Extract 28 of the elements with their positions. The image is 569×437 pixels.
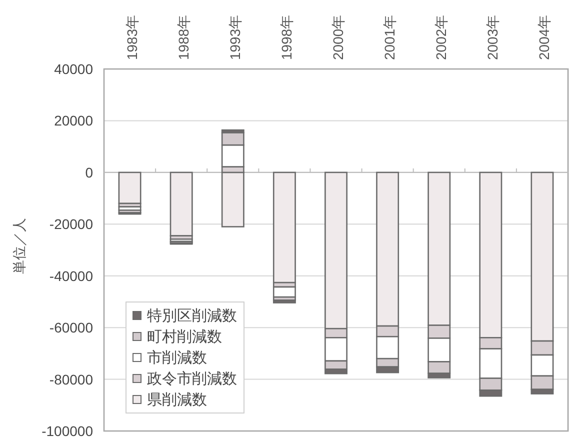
y-tick-label: -100000	[42, 423, 94, 437]
y-tick-label: -80000	[49, 371, 94, 388]
x-tick-label: 1993年	[226, 14, 243, 60]
y-tick-label: 0	[85, 164, 94, 180]
bar	[272, 172, 296, 284]
x-tick-label: 1998年	[278, 14, 294, 60]
legend-label: 県削減数	[147, 392, 207, 408]
legend-label: 特別区削減数	[147, 308, 237, 324]
y-tick-label: 20000	[54, 112, 94, 129]
legend-label: 市削減数	[147, 350, 207, 366]
legend-label: 政令市削減数	[147, 370, 237, 388]
x-tick-label: 2003年	[484, 14, 501, 60]
bar	[118, 172, 142, 204]
y-tick-label: 40000	[54, 61, 94, 77]
legend-label: 町村削減数	[147, 328, 222, 346]
y-tick-label: -60000	[49, 320, 94, 336]
bar	[170, 172, 193, 236]
x-tick-label: 2004年	[536, 14, 552, 60]
bar	[272, 300, 296, 304]
x-tick-label: 2000年	[330, 14, 346, 60]
y-tick-label: -20000	[49, 216, 94, 232]
x-tick-label: 1983年	[124, 14, 140, 60]
y-axis-title: 単位／人	[11, 218, 27, 274]
x-tick-label: 2001年	[382, 14, 398, 60]
x-tick-label: 1988年	[175, 14, 192, 60]
y-tick-label: -40000	[49, 268, 94, 284]
bar	[221, 172, 244, 228]
x-tick-label: 2002年	[433, 14, 450, 60]
